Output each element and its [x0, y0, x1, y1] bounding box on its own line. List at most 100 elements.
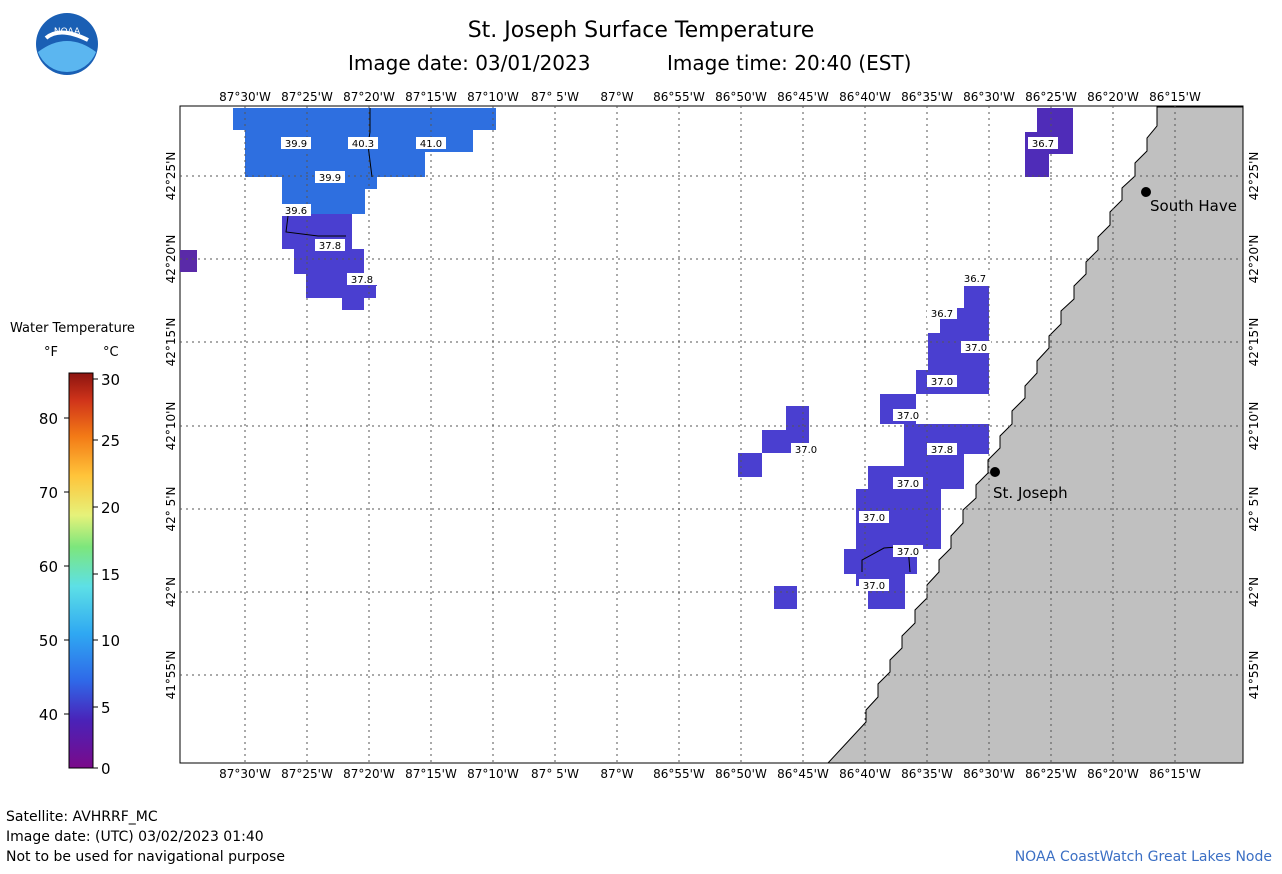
isotherm-line	[285, 215, 346, 237]
legend-label-f: 50	[39, 632, 58, 650]
legend-label-c: 5	[101, 699, 111, 717]
map-title: St. Joseph Surface Temperature	[467, 18, 815, 43]
water-pixel	[1037, 108, 1073, 132]
lon-label: 87°25'W	[281, 90, 333, 104]
lon-label: 87° 5'W	[531, 90, 579, 104]
lon-label: 87°20'W	[343, 767, 395, 781]
temp-label: 37.0	[863, 581, 885, 592]
water-pixel	[964, 286, 989, 308]
temp-label: 41.0	[420, 139, 442, 150]
temp-label-bg	[281, 204, 311, 216]
disclaimer: Not to be used for navigational purpose	[6, 849, 285, 865]
temp-label-bg	[893, 409, 923, 421]
lon-label: 87°10'W	[467, 767, 519, 781]
image-time: Image time: 20:40 (EST)	[667, 51, 912, 75]
lon-label: 86°40'W	[839, 767, 891, 781]
lon-label: 86°30'W	[963, 767, 1015, 781]
place-name: South Have	[1150, 197, 1237, 215]
water-pixel	[738, 453, 762, 477]
lon-label: 86°45'W	[777, 90, 829, 104]
temp-label-bg	[416, 137, 446, 149]
temp-label: 39.9	[319, 173, 341, 184]
lat-label: 41°55'N	[1247, 651, 1261, 700]
temp-label: 37.0	[795, 445, 817, 456]
lat-label: 42°15'N	[164, 318, 178, 367]
water-pixel	[233, 108, 496, 130]
temp-label: 36.7	[964, 274, 986, 285]
lon-label: 86°35'W	[901, 767, 953, 781]
image-date: Image date: 03/01/2023	[348, 51, 591, 75]
temp-label-bg	[348, 137, 378, 149]
place-dot	[990, 467, 1000, 477]
legend-label-f: 80	[39, 410, 58, 428]
lat-label: 42°25'N	[164, 152, 178, 201]
lat-label: 42°N	[1247, 577, 1261, 607]
lon-label: 86°35'W	[901, 90, 953, 104]
temp-label-bg	[791, 443, 821, 455]
lon-label: 86°15'W	[1149, 90, 1201, 104]
legend-label-c: 0	[101, 760, 111, 778]
temp-label: 37.0	[897, 479, 919, 490]
place-dot	[1141, 187, 1151, 197]
lon-label: 87°30'W	[219, 90, 271, 104]
temperature-labels: 39.9 40.3 41.0 39.9 39.6 37.8 37.8 36.7 36.7 36.7…	[281, 137, 1058, 592]
graticule	[180, 106, 1243, 763]
lon-label: 87°20'W	[343, 90, 395, 104]
credit-link[interactable]: NOAA CoastWatch Great Lakes Node	[1014, 849, 1272, 865]
temp-label: 36.7	[931, 309, 953, 320]
place-markers: South Have St. Joseph	[990, 187, 1237, 502]
lat-label: 42°N	[164, 577, 178, 607]
legend-unit-f: °F	[44, 345, 58, 360]
temp-label: 37.0	[897, 547, 919, 558]
legend-label-c: 15	[101, 566, 120, 584]
temp-label-bg	[281, 137, 311, 149]
lat-label: 42°25'N	[1247, 152, 1261, 201]
temp-label-bg	[893, 545, 923, 557]
lat-label: 42°10'N	[1247, 402, 1261, 451]
legend-label-c: 10	[101, 632, 120, 650]
land-mass	[826, 106, 1244, 764]
water-pixel	[294, 249, 364, 274]
lon-label: 86°15'W	[1149, 767, 1201, 781]
lon-label: 87°10'W	[467, 90, 519, 104]
lon-label: 87°W	[600, 767, 633, 781]
water-pixel	[342, 298, 364, 310]
place-name: St. Joseph	[993, 484, 1068, 502]
lon-label: 86°25'W	[1025, 767, 1077, 781]
temp-label: 40.3	[352, 139, 374, 150]
legend-label-f: 60	[39, 558, 58, 576]
lon-label: 87°W	[600, 90, 633, 104]
legend-label-f: 70	[39, 484, 58, 502]
lon-label: 86°25'W	[1025, 90, 1077, 104]
temp-label: 36.7	[1032, 139, 1054, 150]
temp-label: 39.9	[285, 139, 307, 150]
temp-label: 37.8	[931, 445, 953, 456]
lon-label: 86°40'W	[839, 90, 891, 104]
legend-label-f: 40	[39, 706, 58, 724]
lon-label: 86°20'W	[1087, 90, 1139, 104]
lon-label: 86°45'W	[777, 767, 829, 781]
water-pixel	[180, 250, 197, 272]
lon-label: 87°30'W	[219, 767, 271, 781]
lat-label: 42° 5'N	[1247, 487, 1261, 532]
temp-label-bg	[961, 341, 991, 353]
lon-label: 87°15'W	[405, 90, 457, 104]
legend-title: Water Temperature	[10, 321, 135, 336]
lat-label: 42° 5'N	[164, 487, 178, 532]
lon-label: 86°50'W	[715, 90, 767, 104]
legend-label-c: 25	[101, 432, 120, 450]
lon-label: 87°15'W	[405, 767, 457, 781]
temp-label: 37.0	[931, 377, 953, 388]
temp-label-bg	[893, 477, 923, 489]
lat-label: 42°20'N	[1247, 235, 1261, 284]
axis-labels: 87°30'W 87°30'W 87°25'W 87°25'W 87°20'W 87°20…	[164, 90, 1261, 781]
lon-label: 87° 5'W	[531, 767, 579, 781]
temp-label: 37.8	[351, 275, 373, 286]
lat-label: 42°15'N	[1247, 318, 1261, 367]
temp-label: 37.8	[319, 241, 341, 252]
temp-label-bg	[859, 511, 889, 523]
legend-label-c: 30	[101, 371, 120, 389]
lon-label: 86°20'W	[1087, 767, 1139, 781]
